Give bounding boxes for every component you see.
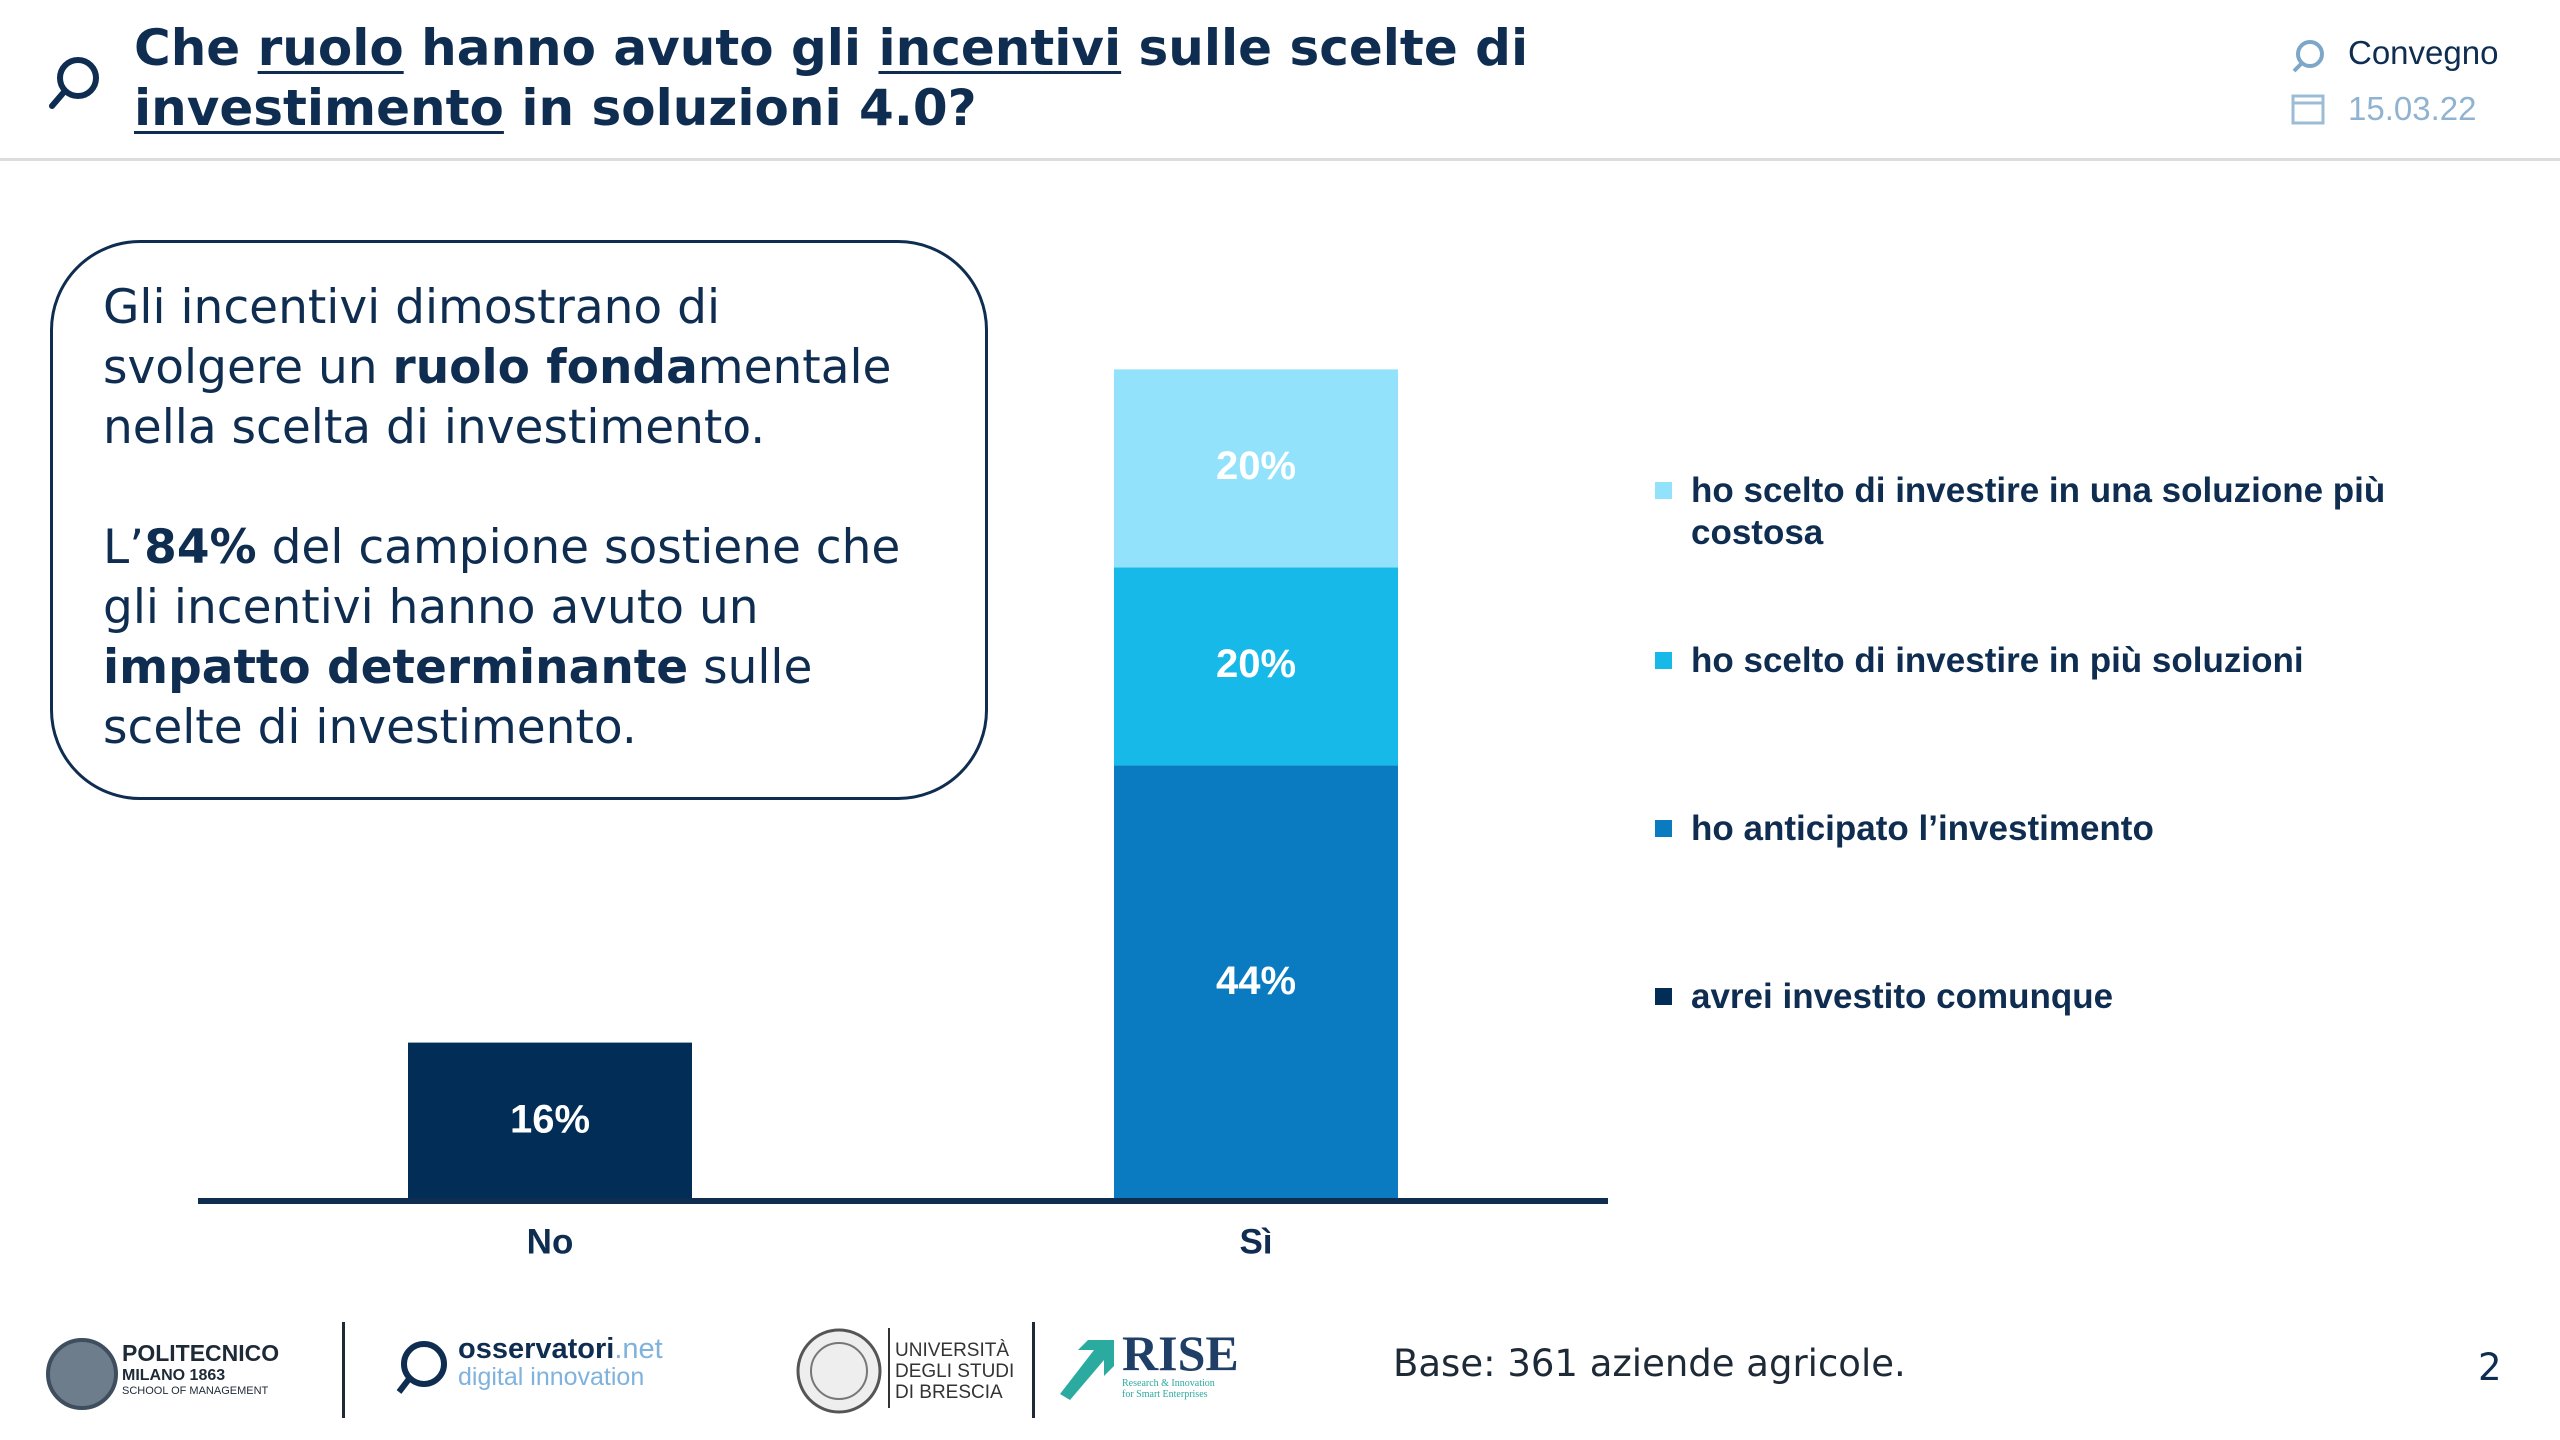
- legend-swatch: [1655, 482, 1672, 499]
- title-segment: in soluzioni 4.0?: [503, 79, 977, 137]
- legend-label: avrei investito comunque: [1691, 977, 2114, 1016]
- unibs-seal: [796, 1328, 882, 1414]
- title-segment: sulle scelte di: [1121, 19, 1529, 77]
- data-label: 20%: [1216, 444, 1296, 488]
- event-icon: [2292, 40, 2324, 73]
- callout-segment: impatto determinante: [103, 640, 689, 695]
- event-date: 15.03.22: [2348, 90, 2477, 127]
- footer-divider: [1032, 1322, 1035, 1418]
- callout-segment: Gli incentivi dimostrano di svolgere un: [103, 280, 721, 395]
- chart: 16% No 44% 20% 20% Sì: [198, 369, 1608, 1261]
- title-segment: ruolo: [257, 19, 404, 77]
- legend-label: ho anticipato l’investimento: [1691, 809, 2154, 848]
- callout-segment: ruolo fonda: [392, 340, 698, 395]
- bar-segment: [1114, 567, 1398, 766]
- callout-segment: sulle scelte di investimento.: [103, 640, 813, 755]
- title-segment: hanno avuto gli: [403, 19, 879, 77]
- data-label: 16%: [510, 1097, 590, 1141]
- osservatori-logo: osservatori.net digital innovation: [458, 1334, 663, 1390]
- legend-swatch: [1655, 652, 1672, 669]
- unibs-logo: UNIVERSITÀ DEGLI STUDI DI BRESCIA: [895, 1340, 1014, 1403]
- logo-text: POLITECNICO: [122, 1340, 280, 1366]
- unibs-divider: [888, 1328, 890, 1408]
- logo-text: MILANO 1863: [122, 1367, 226, 1384]
- legend-item: avrei investito comunque: [1655, 976, 2411, 1018]
- logo-text: DI BRESCIA: [895, 1382, 1003, 1403]
- bar-segment: [408, 1042, 692, 1201]
- logo-text: Research & Innovation: [1122, 1378, 1215, 1389]
- legend-swatch: [1655, 820, 1672, 837]
- logo-text: RISE: [1122, 1325, 1239, 1381]
- base-note: Base: 361 aziende agricole.: [1393, 1342, 1906, 1385]
- calendar-icon: [2291, 94, 2325, 125]
- logo-text: UNIVERSITÀ: [895, 1340, 1010, 1361]
- callout-segment: mentale nella scelta di investimento.: [103, 340, 892, 455]
- legend-label: ho scelto di investire in una soluzione …: [1691, 471, 2386, 552]
- title-segment: incentivi: [878, 19, 1122, 77]
- callout-paragraph: L’84% del campione sostiene che gli ince…: [103, 518, 933, 758]
- osservatori-icon: [396, 1341, 447, 1394]
- x-tick-label: No: [527, 1222, 574, 1261]
- callout-text: Gli incentivi dimostrano di svolgere un …: [103, 278, 933, 818]
- slide-title: Che ruolo hanno avuto gli incentivi sull…: [134, 18, 1894, 138]
- logo-text: SCHOOL OF MANAGEMENT: [122, 1385, 269, 1397]
- page-number: 2: [2478, 1346, 2502, 1389]
- polimi-seal: [46, 1338, 118, 1410]
- bar-segment: [1114, 765, 1398, 1201]
- footer-divider: [342, 1322, 345, 1418]
- title-segment: investimento: [134, 79, 504, 137]
- data-label: 20%: [1216, 642, 1296, 686]
- logo-text: for Smart Enterprises: [1122, 1389, 1208, 1400]
- legend-swatch: [1655, 988, 1672, 1005]
- title-segment: Che: [134, 19, 258, 77]
- legend-label: ho scelto di investire in più soluzioni: [1691, 641, 2304, 680]
- callout-segment: del campione sostiene che gli incentivi …: [103, 520, 901, 635]
- bar-segment: [1114, 369, 1398, 568]
- logo-text: DEGLI STUDI: [895, 1361, 1015, 1382]
- rise-icon: [1060, 1340, 1114, 1400]
- data-label: 44%: [1216, 959, 1296, 1003]
- legend-item: ho scelto di investire in una soluzione …: [1655, 470, 2411, 554]
- callout-paragraph: Gli incentivi dimostrano di svolgere un …: [103, 278, 933, 458]
- logo-text: digital innovation: [458, 1363, 645, 1391]
- legend-item: ho scelto di investire in più soluzioni: [1655, 640, 2411, 682]
- logo-text: osservatori: [458, 1333, 615, 1365]
- search-icon: [49, 57, 99, 109]
- x-tick-label: Sì: [1239, 1222, 1272, 1261]
- rise-logo: RISE Research & Innovation for Smart Ent…: [1122, 1328, 1239, 1400]
- callout-box: [50, 240, 988, 800]
- legend-item: ho anticipato l’investimento: [1655, 808, 2411, 850]
- logo-text: .net: [614, 1333, 663, 1365]
- callout-segment: L’: [103, 520, 145, 575]
- polimi-logo: POLITECNICO MILANO 1863 SCHOOL OF MANAGE…: [122, 1340, 279, 1397]
- header-rule: [0, 158, 2560, 161]
- callout-segment: 84%: [144, 520, 257, 575]
- event-name: Convegno: [2348, 34, 2499, 71]
